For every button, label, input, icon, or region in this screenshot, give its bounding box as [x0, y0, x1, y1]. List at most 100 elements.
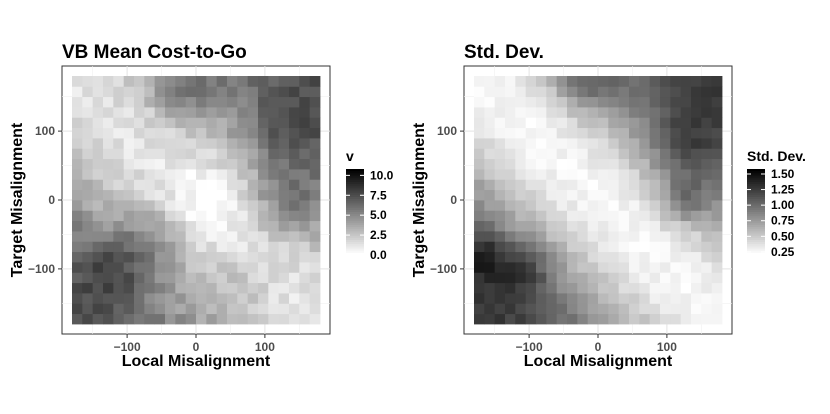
heatmap-cell — [247, 282, 259, 294]
heatmap-cell — [144, 86, 156, 98]
heatmap-cell — [701, 272, 713, 284]
heatmap-cell — [144, 303, 156, 315]
heatmap-cell — [113, 138, 125, 149]
heatmap-cell — [587, 138, 599, 149]
heatmap-cell — [567, 241, 578, 253]
heatmap-cell — [556, 107, 568, 118]
heatmap-cell — [474, 86, 485, 98]
heatmap-cell — [691, 169, 702, 180]
heatmap-cell — [268, 148, 280, 160]
heatmap-cell — [494, 127, 506, 139]
legend-colorbar-segment — [747, 250, 765, 254]
heatmap-cell — [227, 148, 238, 160]
heatmap-cell — [556, 169, 568, 180]
heatmap-cell — [72, 282, 83, 294]
heatmap-cell — [134, 117, 145, 129]
heatmap-cell — [701, 262, 713, 273]
heatmap-cell — [206, 293, 218, 304]
heatmap-cell — [144, 251, 156, 263]
heatmap-cell — [680, 117, 692, 129]
heatmap-cell — [639, 313, 651, 325]
heatmap-cell — [227, 313, 238, 325]
heatmap-cell — [247, 76, 259, 87]
heatmap-cell — [670, 272, 682, 284]
heatmap-cell — [154, 179, 166, 191]
heatmap-cell — [196, 148, 207, 160]
heatmap-cell — [227, 303, 238, 315]
heatmap-cell — [123, 262, 135, 273]
heatmap-cell — [484, 293, 496, 304]
heatmap-cell — [505, 313, 516, 325]
heatmap-cell — [618, 127, 630, 139]
heatmap-cell — [618, 200, 630, 211]
heatmap-cell — [618, 96, 630, 108]
heatmap-cell — [289, 303, 300, 315]
heatmap-cell — [598, 107, 609, 118]
heatmap-cell — [258, 189, 269, 201]
heatmap-cell — [258, 169, 269, 180]
legend-colorbar-segment — [346, 216, 364, 219]
heatmap-cell — [525, 107, 537, 118]
heatmap-cell — [175, 169, 187, 180]
heatmap-cell — [556, 117, 568, 129]
heatmap-cell — [691, 282, 702, 294]
heatmap-cell — [639, 117, 651, 129]
heatmap-cell — [144, 241, 156, 253]
heatmap-cell — [144, 200, 156, 211]
heatmap-cell — [268, 303, 280, 315]
heatmap-cell — [556, 272, 568, 284]
heatmap-cell — [629, 272, 640, 284]
heatmap-cell — [154, 76, 166, 87]
heatmap-cell — [660, 313, 671, 325]
heatmap-cell — [660, 251, 671, 263]
heatmap-cell — [670, 293, 682, 304]
heatmap-cell — [268, 107, 280, 118]
heatmap-cell — [206, 96, 218, 108]
heatmap-cell — [309, 220, 321, 232]
legend-colorbar-segment — [346, 173, 364, 176]
heatmap-cell — [567, 158, 578, 170]
heatmap-cell — [546, 262, 558, 273]
heatmap-cell — [134, 169, 145, 180]
heatmap-cell — [72, 76, 83, 87]
heatmap-cell — [556, 76, 568, 87]
heatmap-cell — [144, 272, 156, 284]
heatmap-cell — [247, 169, 259, 180]
heatmap-cell — [123, 107, 135, 118]
heatmap-cell — [598, 86, 609, 98]
heatmap-cell — [123, 303, 135, 315]
heatmap-cell — [701, 293, 713, 304]
legend-colorbar-segment — [346, 188, 364, 191]
heatmap-cell — [680, 138, 692, 149]
heatmap-cell — [278, 138, 290, 149]
chart-right-legend-title: Std. Dev. — [747, 148, 806, 164]
heatmap-cell — [227, 210, 238, 222]
heatmap-cell — [608, 117, 620, 129]
heatmap-cell — [608, 169, 620, 180]
heatmap-cell — [670, 303, 682, 315]
legend-colorbar-segment — [747, 235, 765, 239]
heatmap-cell — [299, 127, 311, 139]
heatmap-cell — [639, 293, 651, 304]
heatmap-cell — [556, 86, 568, 98]
heatmap-cell — [577, 231, 589, 242]
heatmap-cell — [227, 117, 238, 129]
heatmap-cell — [144, 262, 156, 273]
heatmap-cell — [691, 210, 702, 222]
heatmap-cell — [113, 179, 125, 191]
heatmap-cell — [546, 148, 558, 160]
heatmap-cell — [649, 220, 661, 232]
heatmap-cell — [484, 138, 496, 149]
heatmap-cell — [278, 293, 290, 304]
heatmap-cell — [237, 282, 249, 294]
heatmap-cell — [536, 96, 547, 108]
heatmap-cell — [289, 272, 300, 284]
heatmap-cell — [515, 293, 527, 304]
heatmap-cell — [309, 241, 321, 253]
heatmap-cell — [196, 200, 207, 211]
heatmap-cell — [680, 241, 692, 253]
heatmap-cell — [216, 272, 228, 284]
heatmap-cell — [82, 282, 94, 294]
heatmap-cell — [525, 313, 537, 325]
